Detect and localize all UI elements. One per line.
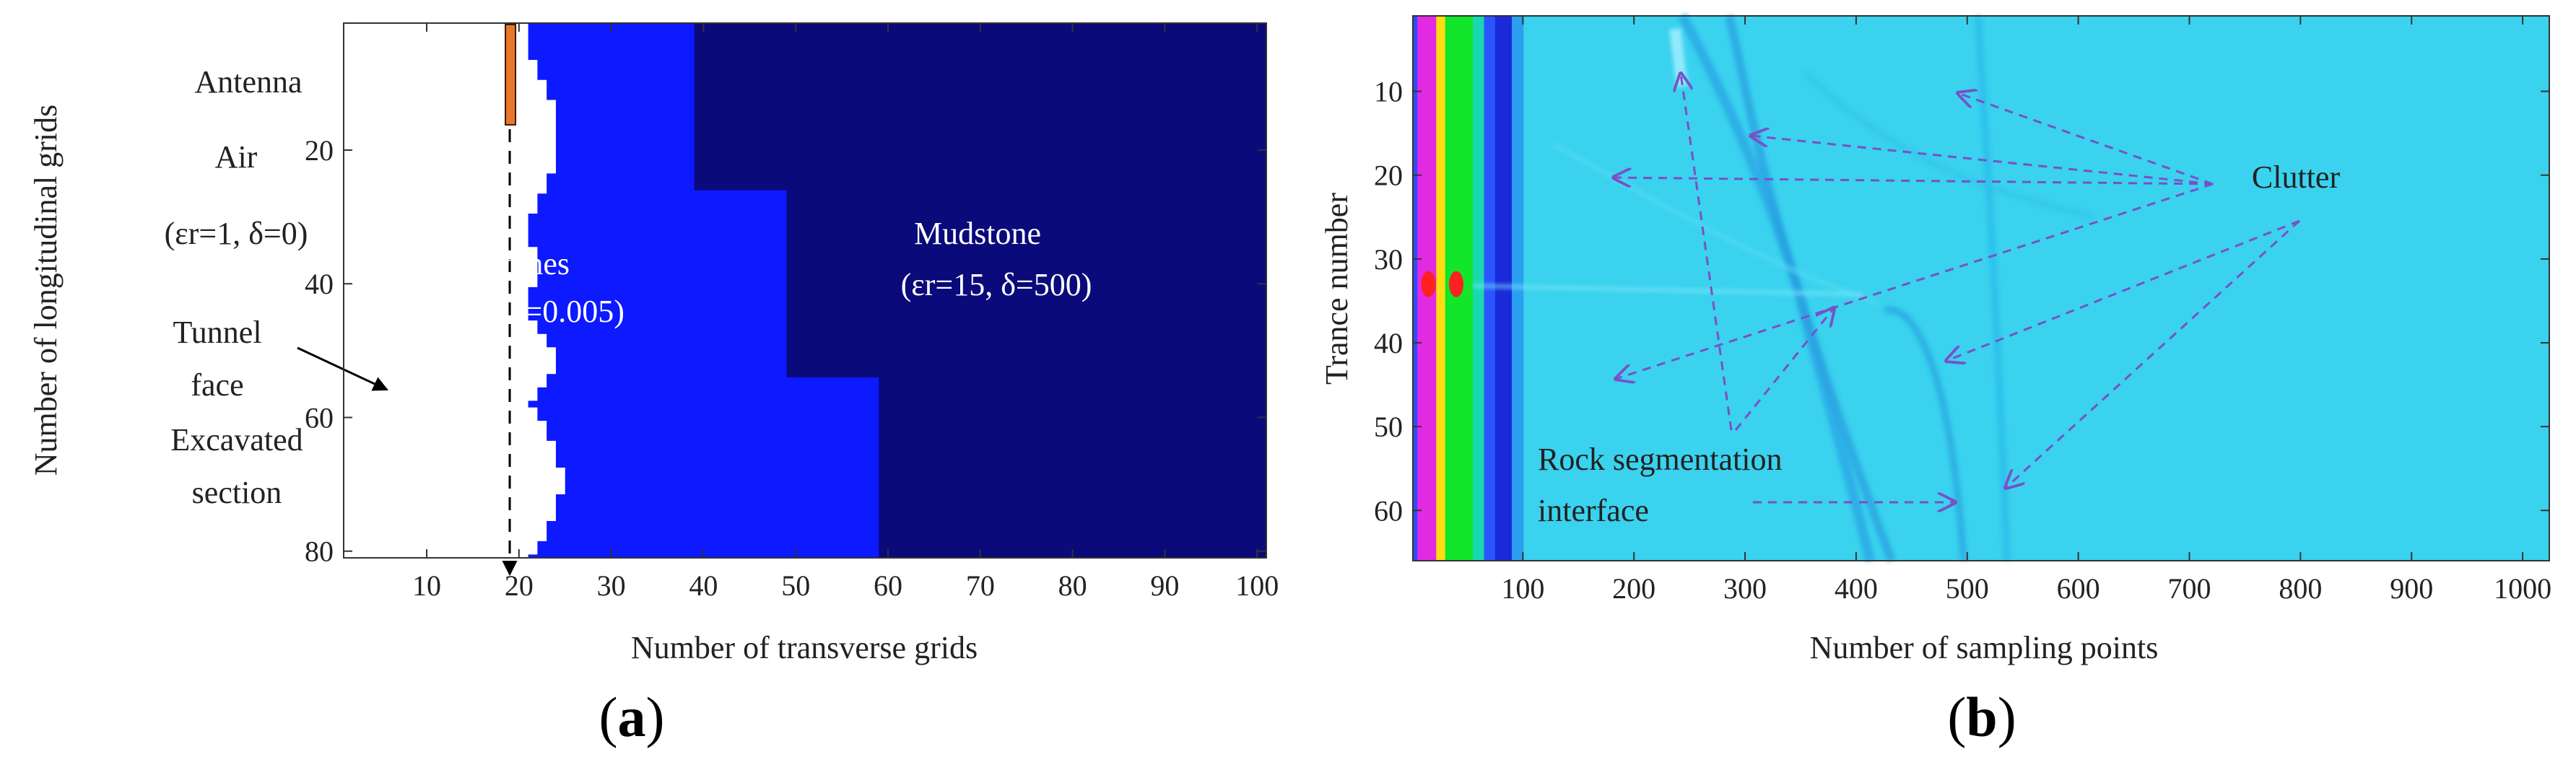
panel-b-x-tick-label: 800 [2279, 572, 2322, 605]
panel-b-y-tick-label: 40 [1374, 327, 1403, 359]
sandstones-label: Sandstones [427, 246, 570, 281]
panel-a-label-open: ( [599, 686, 618, 748]
signal-band [1473, 16, 1485, 561]
panel-a-x-tick-label: 90 [1150, 569, 1179, 602]
panel-b-y-tick-label: 20 [1374, 159, 1403, 192]
tunnel-face-arrow [297, 346, 388, 391]
panel-a-y-tick-label: 20 [305, 134, 334, 167]
panel-b-x-tick-label: 100 [1501, 572, 1544, 605]
panel-b-ylabel: Trance number [1319, 193, 1354, 385]
panel-b-x-ticks: 100 200 300 400 500 600 700 800 900 1000 [1501, 16, 2551, 605]
panel-b-label-letter: b [1966, 686, 1997, 748]
panel-a-y-tick-label: 40 [305, 268, 334, 300]
panel-a-x-tick-label: 60 [874, 569, 902, 602]
panel-b: 100 200 300 400 500 600 700 800 900 1000 10 20 30 40… [1319, 13, 2551, 665]
panel-b-x-tick-label: 1000 [2494, 572, 2551, 605]
antenna-label: Antenna [194, 64, 302, 100]
panel-b-x-tick-label: 400 [1835, 572, 1878, 605]
panel-b-frame [1412, 15, 2550, 561]
air-params: (εr=1, δ=0) [165, 216, 308, 251]
panel-a-x-tick-label: 20 [505, 569, 534, 602]
panel-a-x-tick-label: 80 [1058, 569, 1087, 602]
sandstones-params: (εr=8, δ=0.005) [425, 294, 625, 329]
tunnel-face-label-2: face [191, 367, 243, 403]
panel-a-x-ticks: 10 20 30 40 50 60 70 80 90 100 [412, 23, 1279, 602]
clutter-arrow-5 [1946, 219, 2300, 361]
panel-b-x-tick-label: 700 [2167, 572, 2211, 605]
mudstone-label: Mudstone [914, 216, 1041, 251]
panel-a-x-tick-label: 100 [1235, 569, 1279, 602]
signal-band [1413, 16, 1419, 561]
rock-interface-label-1: Rock segmentation [1538, 442, 1783, 477]
clutter-arrow-6 [2006, 219, 2301, 488]
panel-a-x-tick-label: 70 [966, 569, 995, 602]
panel-a-x-tick-label: 40 [689, 569, 718, 602]
panel-b-y-tick-label: 30 [1374, 243, 1403, 276]
panel-b-label-open: ( [1947, 686, 1966, 748]
tunnel-face-label-1: Tunnel [173, 315, 261, 350]
air-label: Air [215, 139, 258, 175]
panel-b-arrows [1614, 74, 2301, 502]
panel-b-y-ticks: 10 20 30 40 50 60 [1374, 76, 2549, 527]
panel-b-x-tick-label: 200 [1612, 572, 1655, 605]
clutter-arrow-2 [1751, 136, 2214, 185]
panel-a-x-tick-label: 50 [781, 569, 810, 602]
excavated-label-1: Excavated [170, 422, 303, 458]
panel-b-xlabel: Number of sampling points [1810, 630, 2159, 665]
sandstones-region [528, 19, 879, 561]
clutter-label: Clutter [2252, 159, 2341, 195]
interface-arrow-2 [1734, 308, 1834, 431]
rock-interface-label-2: interface [1538, 493, 1649, 528]
panel-b-y-tick-label: 10 [1374, 76, 1403, 108]
panel-a-y-tick-label: 60 [305, 401, 334, 434]
panel-a-y-tick-label: 80 [305, 535, 334, 568]
panel-a-x-tick-label: 10 [412, 569, 441, 602]
clutter-arrow-4 [1616, 183, 2214, 379]
panel-b-label: (b) [1947, 686, 2016, 748]
hot-spot [1421, 271, 1436, 297]
panel-a-y-ticks: 20 40 60 80 [305, 134, 1266, 568]
panel-b-x-tick-label: 900 [2390, 572, 2433, 605]
panel-b-hotspots [1421, 271, 1464, 297]
panel-b-y-tick-label: 50 [1374, 411, 1403, 443]
panel-b-x-tick-label: 500 [1946, 572, 1989, 605]
panel-b-label-close: ) [1998, 686, 2016, 748]
hot-spot [1449, 271, 1464, 297]
panel-a-label-close: ) [646, 686, 665, 748]
mudstone-params: (εr=15, δ=500) [901, 267, 1092, 302]
excavated-label-2: section [192, 475, 282, 510]
panel-a-label: (a) [599, 686, 665, 748]
panel-a-ylabel: Number of longitudinal grids [28, 105, 64, 476]
panel-a-label-letter: a [618, 686, 646, 748]
panel-a-x-tick-label: 30 [597, 569, 626, 602]
panel-a-frame [343, 22, 1267, 559]
panel-b-x-tick-label: 600 [2057, 572, 2100, 605]
antenna-element [505, 24, 517, 126]
signal-band [1436, 16, 1446, 561]
panel-a-xlabel: Number of transverse grids [631, 630, 978, 665]
panel-b-x-tick-label: 300 [1723, 572, 1767, 605]
panel-b-y-tick-label: 60 [1374, 494, 1403, 527]
panel-a: 10 20 30 40 50 60 70 80 90 100 20 40 60 80 Number of… [28, 19, 1279, 665]
